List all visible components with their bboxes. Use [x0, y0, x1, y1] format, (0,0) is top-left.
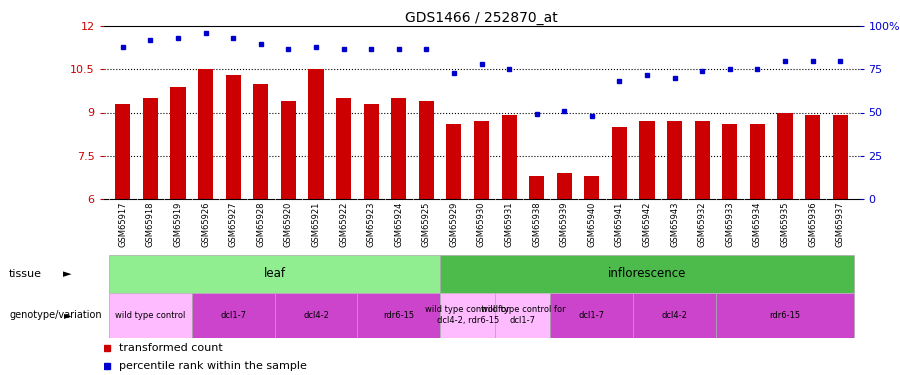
Text: genotype/variation: genotype/variation: [9, 310, 102, 320]
Bar: [392, 98, 406, 199]
Bar: [446, 124, 462, 199]
Bar: [805, 116, 820, 199]
Text: GSM65925: GSM65925: [422, 202, 431, 247]
Text: GSM65943: GSM65943: [670, 202, 680, 247]
Bar: [170, 87, 185, 199]
Text: wild type control: wild type control: [115, 310, 185, 320]
Bar: [281, 101, 296, 199]
Text: GSM65930: GSM65930: [477, 202, 486, 247]
Bar: [474, 121, 489, 199]
Text: dcl1-7: dcl1-7: [579, 310, 605, 320]
Bar: [440, 255, 854, 292]
Text: GSM65938: GSM65938: [532, 202, 541, 247]
Text: GSM65927: GSM65927: [229, 202, 238, 247]
Bar: [192, 292, 274, 338]
Text: rdr6-15: rdr6-15: [383, 310, 414, 320]
Text: rdr6-15: rdr6-15: [770, 310, 801, 320]
Text: GSM65942: GSM65942: [643, 202, 652, 247]
Text: GSM65920: GSM65920: [284, 202, 292, 247]
Bar: [226, 75, 241, 199]
Bar: [253, 84, 268, 199]
Bar: [584, 176, 599, 199]
Bar: [109, 292, 192, 338]
Bar: [115, 104, 130, 199]
Text: transformed count: transformed count: [119, 343, 222, 353]
Text: wild type control for
dcl4-2, rdr6-15: wild type control for dcl4-2, rdr6-15: [426, 305, 510, 325]
Bar: [198, 69, 213, 199]
Text: leaf: leaf: [264, 267, 285, 280]
Text: GSM65931: GSM65931: [505, 202, 514, 247]
Text: GSM65937: GSM65937: [836, 202, 845, 247]
Bar: [495, 292, 551, 338]
Text: ►: ►: [64, 310, 71, 320]
Bar: [143, 98, 158, 199]
Bar: [832, 116, 848, 199]
Bar: [418, 101, 434, 199]
Bar: [336, 98, 351, 199]
Bar: [667, 121, 682, 199]
Bar: [640, 121, 654, 199]
Title: GDS1466 / 252870_at: GDS1466 / 252870_at: [405, 11, 558, 25]
Text: GSM65922: GSM65922: [339, 202, 348, 247]
Bar: [357, 292, 440, 338]
Bar: [364, 104, 379, 199]
Bar: [501, 116, 517, 199]
Text: GSM65918: GSM65918: [146, 202, 155, 247]
Bar: [778, 112, 793, 199]
Text: dcl4-2: dcl4-2: [662, 310, 688, 320]
Text: GSM65929: GSM65929: [449, 202, 458, 247]
Bar: [750, 124, 765, 199]
Text: GSM65933: GSM65933: [725, 202, 734, 247]
Text: ►: ►: [63, 269, 72, 279]
Bar: [109, 255, 440, 292]
Text: percentile rank within the sample: percentile rank within the sample: [119, 361, 307, 370]
Text: GSM65928: GSM65928: [256, 202, 266, 247]
Text: GSM65932: GSM65932: [698, 202, 706, 247]
Text: GSM65921: GSM65921: [311, 202, 320, 247]
Text: GSM65924: GSM65924: [394, 202, 403, 247]
Text: wild type control for
dcl1-7: wild type control for dcl1-7: [481, 305, 565, 325]
Text: GSM65919: GSM65919: [174, 202, 183, 247]
Text: GSM65941: GSM65941: [615, 202, 624, 247]
Bar: [440, 292, 495, 338]
Bar: [274, 292, 357, 338]
Bar: [716, 292, 854, 338]
Text: dcl4-2: dcl4-2: [303, 310, 328, 320]
Text: GSM65935: GSM65935: [780, 202, 789, 247]
Bar: [634, 292, 716, 338]
Bar: [612, 127, 627, 199]
Bar: [722, 124, 737, 199]
Text: dcl1-7: dcl1-7: [220, 310, 247, 320]
Text: GSM65934: GSM65934: [753, 202, 762, 247]
Text: tissue: tissue: [9, 269, 42, 279]
Text: GSM65923: GSM65923: [366, 202, 375, 247]
Bar: [551, 292, 634, 338]
Bar: [529, 176, 544, 199]
Text: GSM65939: GSM65939: [560, 202, 569, 247]
Bar: [695, 121, 710, 199]
Text: GSM65926: GSM65926: [201, 202, 210, 247]
Text: GSM65940: GSM65940: [588, 202, 597, 247]
Text: inflorescence: inflorescence: [608, 267, 686, 280]
Text: GSM65936: GSM65936: [808, 202, 817, 247]
Bar: [557, 173, 572, 199]
Text: GSM65917: GSM65917: [118, 202, 127, 247]
Bar: [309, 69, 323, 199]
